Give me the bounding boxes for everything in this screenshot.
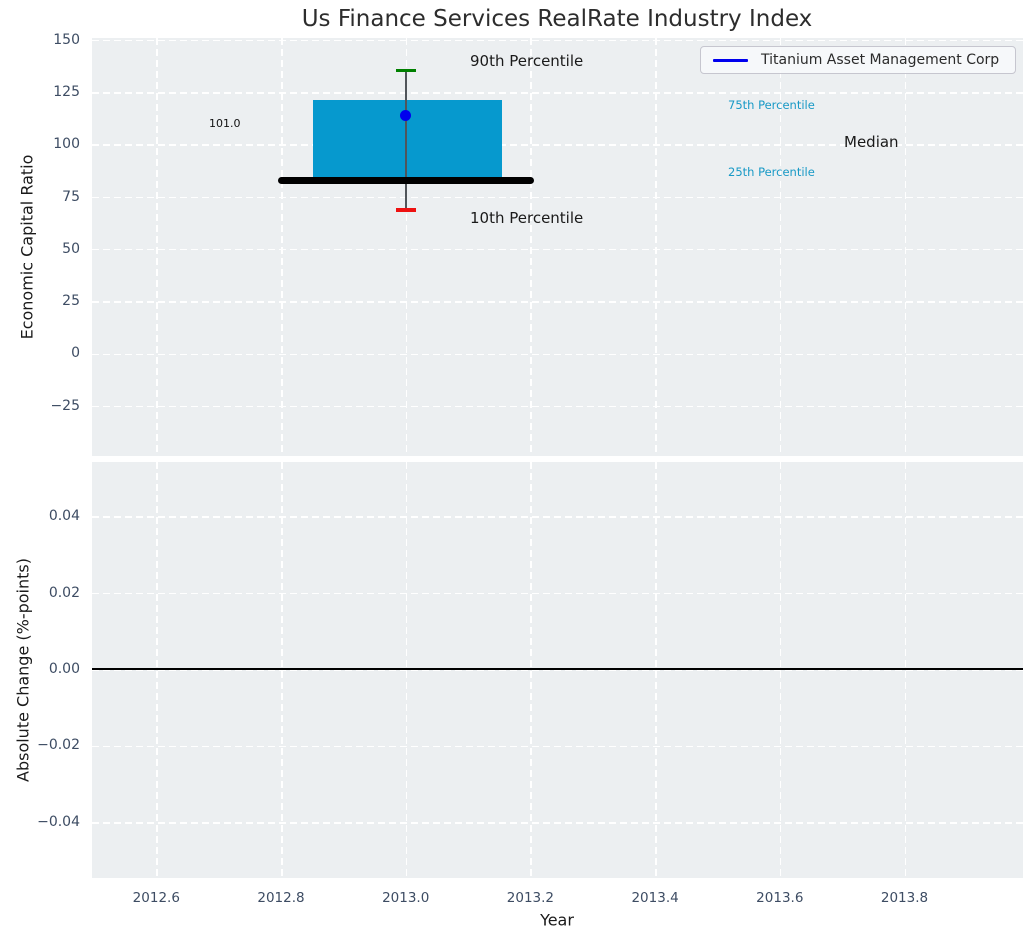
ytick-label: 0.04 xyxy=(48,508,80,524)
bottom-plot-area xyxy=(92,462,1023,878)
xtick-label: 2012.8 xyxy=(257,890,305,906)
ytick-label: 0 xyxy=(71,345,80,361)
annotation-median: Median xyxy=(844,133,899,151)
ytick-label: 150 xyxy=(53,32,80,48)
gridline xyxy=(92,92,1023,94)
p10-cap xyxy=(396,208,416,212)
gridline xyxy=(405,38,408,456)
gridline xyxy=(92,248,1023,251)
median-line xyxy=(278,176,534,184)
gridline xyxy=(530,38,532,456)
gridline xyxy=(92,144,1023,146)
ytick-label: −25 xyxy=(50,398,80,414)
gridline xyxy=(92,39,1023,42)
ytick-label: −0.04 xyxy=(37,814,80,830)
top-plot-area: 90th Percentile 10th Percentile 75th Per… xyxy=(92,38,1023,456)
xtick-label: 2013.2 xyxy=(506,890,555,906)
legend-line-sample xyxy=(713,58,748,62)
ytick-label: 0.00 xyxy=(48,661,80,677)
gridline xyxy=(92,301,1023,303)
ytick-label: 25 xyxy=(62,293,80,309)
gridline xyxy=(92,592,1023,594)
legend: Titanium Asset Management Corp xyxy=(700,46,1016,74)
ytick-label: −0.02 xyxy=(37,737,80,753)
gridline xyxy=(156,38,158,456)
y-axis-label-economic-capital-ratio: Economic Capital Ratio xyxy=(17,154,37,340)
median-value-label: 101.0 xyxy=(209,117,241,130)
whisker-line xyxy=(405,70,407,209)
chart-title: Us Finance Services RealRate Industry In… xyxy=(301,6,813,32)
gridline xyxy=(92,196,1023,199)
ytick-label: 75 xyxy=(62,189,80,205)
gridline xyxy=(779,38,782,456)
ytick-label: 125 xyxy=(53,84,80,100)
xtick-label: 2013.4 xyxy=(631,890,679,906)
gridline xyxy=(281,38,283,456)
p90-cap xyxy=(396,68,416,72)
gridline xyxy=(904,38,906,456)
zero-line xyxy=(92,668,1023,671)
xtick-label: 2013.8 xyxy=(880,890,929,906)
annotation-75th-percentile: 75th Percentile xyxy=(728,98,815,112)
ytick-label: 0.02 xyxy=(48,585,80,601)
y-axis-label-absolute-change: Absolute Change (%-points) xyxy=(13,558,33,782)
company-marker xyxy=(400,109,412,121)
gridline xyxy=(655,38,657,456)
legend-label: Titanium Asset Management Corp xyxy=(761,52,1000,68)
gridline xyxy=(92,745,1023,747)
xtick-label: 2013.6 xyxy=(756,890,804,906)
annotation-25th-percentile: 25th Percentile xyxy=(728,165,815,179)
gridline xyxy=(92,822,1023,824)
xtick-label: 2012.6 xyxy=(132,890,180,906)
xtick-label: 2013.0 xyxy=(382,890,430,906)
gridline xyxy=(92,405,1023,408)
ytick-label: 50 xyxy=(62,241,80,257)
annotation-10th-percentile: 10th Percentile xyxy=(470,209,584,227)
annotation-90th-percentile: 90th Percentile xyxy=(470,52,584,70)
gridline xyxy=(92,516,1023,518)
gridline xyxy=(92,353,1023,355)
ytick-label: 100 xyxy=(53,136,80,152)
x-axis-label-year: Year xyxy=(540,910,574,930)
